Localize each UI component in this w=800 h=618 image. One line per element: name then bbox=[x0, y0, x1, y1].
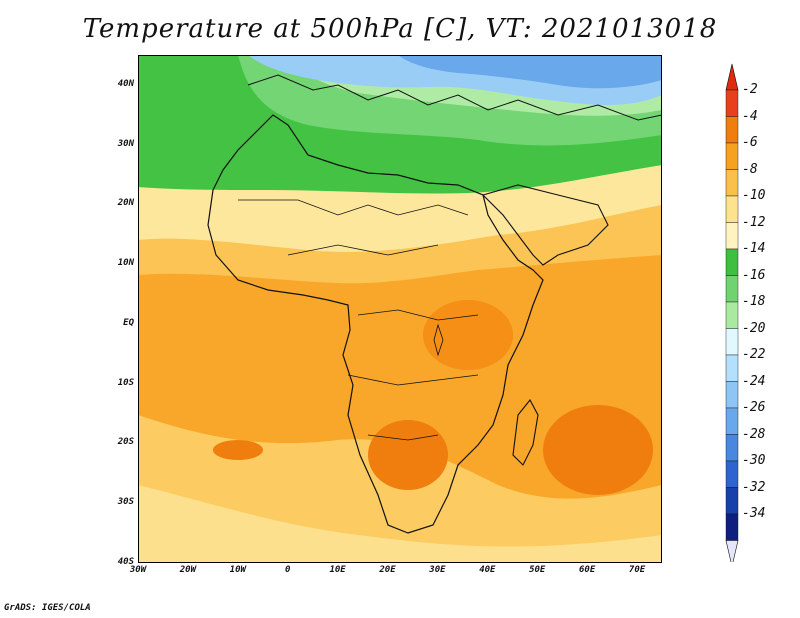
lon-tick-label: 30W bbox=[129, 565, 147, 575]
legend-label: -14 bbox=[742, 241, 766, 256]
legend-swatch bbox=[725, 328, 739, 356]
legend-label: -6 bbox=[742, 135, 758, 150]
field-deep-blue bbox=[398, 55, 662, 89]
legend-swatch bbox=[725, 381, 739, 409]
temperature-map bbox=[138, 55, 663, 563]
legend-swatch bbox=[725, 354, 739, 382]
lon-tick-label: 70E bbox=[628, 565, 646, 575]
lat-tick-label: 40N bbox=[117, 78, 134, 89]
legend-label: -30 bbox=[742, 453, 766, 468]
legend-label: -4 bbox=[742, 108, 758, 124]
legend-label: -18 bbox=[742, 294, 766, 309]
legend-label: -32 bbox=[742, 479, 766, 495]
lat-tick-label: 20S bbox=[117, 437, 134, 448]
legend-swatch bbox=[725, 116, 739, 144]
lon-tick-label: 40E bbox=[479, 565, 496, 575]
field-hot-central bbox=[423, 300, 513, 370]
legend-swatch bbox=[725, 434, 739, 462]
lat-tick-label: 10N bbox=[117, 258, 134, 269]
legend-label: -2 bbox=[742, 82, 758, 97]
lon-tick-label: 20W bbox=[179, 565, 197, 575]
field-south-pale bbox=[138, 485, 662, 563]
country-borders bbox=[238, 199, 479, 441]
legend-label: -8 bbox=[742, 161, 758, 177]
lon-tick-label: 10E bbox=[329, 565, 346, 575]
field-hot-indian bbox=[543, 405, 653, 495]
legend-label: -10 bbox=[742, 188, 766, 203]
europe-coastline bbox=[247, 74, 663, 121]
map-border bbox=[138, 55, 662, 563]
legend-label: -20 bbox=[742, 320, 766, 336]
lat-tick-label: 30S bbox=[117, 497, 134, 508]
africa-coastline bbox=[207, 114, 544, 534]
madagascar-coastline bbox=[512, 399, 539, 466]
legend-label: -12 bbox=[742, 214, 766, 230]
legend-label: -16 bbox=[742, 267, 766, 283]
legend-swatch bbox=[725, 407, 739, 435]
legend-swatch bbox=[725, 248, 739, 276]
color-legend: -2 -4 -6 -8 -10 -12 -14 -16 -18 -20 -22 -24 -26 -28 -3… bbox=[722, 62, 782, 567]
lon-tick-label: 60E bbox=[579, 565, 596, 575]
legend-label: -26 bbox=[742, 400, 766, 415]
lat-tick-label: 30N bbox=[117, 138, 134, 149]
legend-swatch bbox=[725, 142, 739, 170]
lon-tick-label: 0 bbox=[284, 565, 291, 575]
legend-swatch bbox=[725, 89, 739, 117]
legend-swatch bbox=[725, 460, 739, 488]
lat-tick-label: 40S bbox=[117, 557, 134, 567]
field-hot-south-africa bbox=[368, 420, 448, 490]
lake-outline bbox=[433, 323, 444, 357]
legend-top-arrow bbox=[725, 63, 739, 91]
lat-tick-label: 10S bbox=[117, 377, 134, 388]
lon-tick-label: 10W bbox=[229, 565, 246, 575]
arabia-coastline bbox=[481, 184, 609, 266]
legend-label: -22 bbox=[742, 347, 766, 362]
legend-swatch bbox=[725, 513, 739, 541]
legend-bottom-arrow bbox=[725, 540, 739, 567]
legend-label: -24 bbox=[742, 373, 766, 389]
legend-label: -34 bbox=[742, 506, 766, 521]
lon-tick-label: 30E bbox=[429, 565, 446, 575]
credit-text: GrADS: IGES/COLA bbox=[4, 603, 91, 613]
legend-swatch bbox=[725, 222, 739, 250]
map-title: Temperature at 500hPa [C], VT: 202101301… bbox=[82, 14, 718, 44]
legend-swatch bbox=[725, 195, 739, 223]
legend-label: -28 bbox=[742, 426, 766, 442]
field-hot-atlantic bbox=[213, 440, 263, 460]
lon-tick-label: 50E bbox=[529, 565, 546, 575]
legend-swatch bbox=[725, 169, 739, 197]
lat-tick-label: EQ bbox=[123, 317, 134, 328]
legend-swatch bbox=[725, 487, 739, 515]
legend-swatch bbox=[725, 301, 739, 329]
map-panel bbox=[138, 55, 663, 563]
lat-tick-label: 20N bbox=[117, 198, 134, 209]
legend-colorbar bbox=[725, 63, 739, 567]
legend-swatch bbox=[725, 275, 739, 303]
lon-tick-label: 20E bbox=[379, 565, 396, 575]
